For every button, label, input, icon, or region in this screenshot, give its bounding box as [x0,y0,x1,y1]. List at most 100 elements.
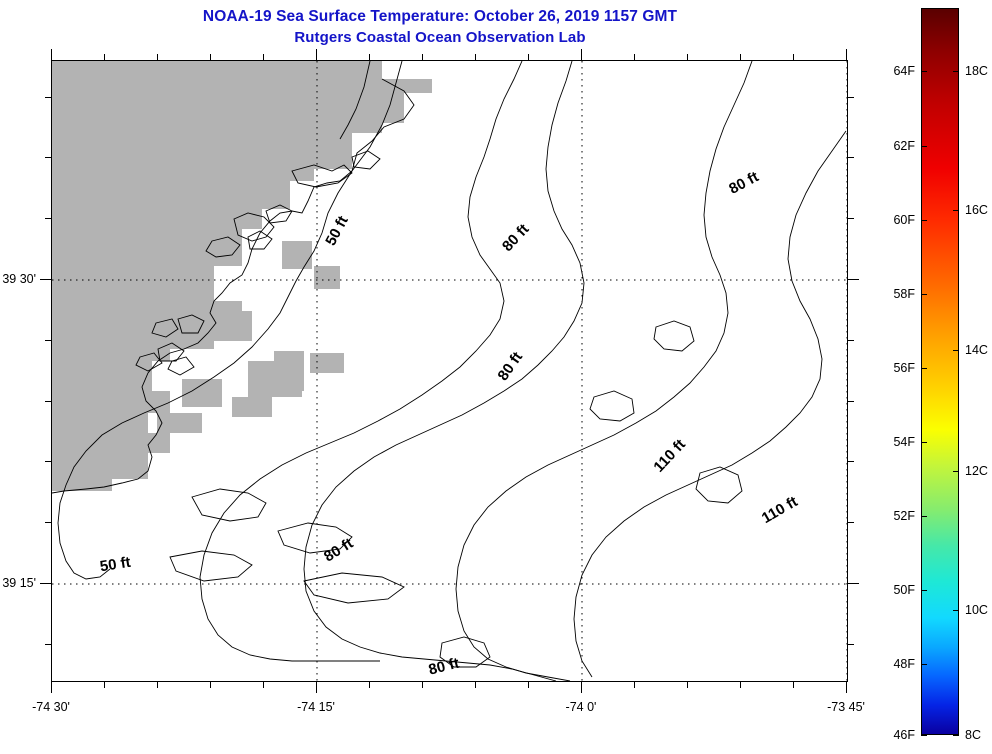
x-minor-tick-top [528,54,530,60]
x-minor-tick [528,682,530,688]
colorbar-label-fahrenheit: 64F [893,64,915,78]
x-minor-tick [740,682,742,688]
y-minor-tick-right [848,644,854,646]
x-minor-tick [422,682,424,688]
sst-map-plot[interactable]: 50 ft 80 ft 80 ft 80 ft 110 ft 110 ft 50 ft 80 … [51,60,848,682]
colorbar-tick-right [953,735,959,737]
x-minor-tick-top [369,54,371,60]
y-minor-tick [45,644,51,646]
y-minor-tick [45,340,51,342]
temperature-colorbar[interactable] [921,8,959,735]
x-axis-tick-label: -74 15' [297,700,335,714]
colorbar-tick-left [921,220,927,222]
colorbar-tick-left [921,516,927,518]
colorbar-label-fahrenheit: 46F [893,728,915,742]
graticule-layer [52,61,847,681]
colorbar-label-fahrenheit: 48F [893,657,915,671]
y-major-tick-right [848,583,859,585]
colorbar-label-fahrenheit: 54F [893,435,915,449]
x-minor-tick [369,682,371,688]
colorbar-label-celsius: 8C [965,728,981,742]
colorbar-tick-left [921,735,927,737]
colorbar-tick-left [921,442,927,444]
x-minor-tick-top [157,54,159,60]
colorbar-label-celsius: 12C [965,464,988,478]
depth-contour-label: 80 ft [499,221,532,255]
page-title: NOAA-19 Sea Surface Temperature: October… [0,6,880,48]
x-minor-tick-top [793,54,795,60]
colorbar-tick-left [921,590,927,592]
y-minor-tick-right [848,461,854,463]
y-minor-tick [45,522,51,524]
x-minor-tick [793,682,795,688]
x-major-tick-top [51,49,53,60]
colorbar-label-celsius: 16C [965,203,988,217]
x-major-tick-top [316,49,318,60]
y-minor-tick [45,218,51,220]
depth-contour-label: 80 ft [726,168,761,197]
x-minor-tick [104,682,106,688]
colorbar-label-celsius: 18C [965,64,988,78]
land-mask-layer [52,61,432,491]
depth-contour-layer [57,61,847,681]
colorbar-label-fahrenheit: 60F [893,213,915,227]
y-axis-tick-label: 39 15' [2,576,36,590]
x-minor-tick-top [687,54,689,60]
colorbar-label-fahrenheit: 52F [893,509,915,523]
depth-contour-label: 80 ft [321,535,356,566]
colorbar-label-fahrenheit: 56F [893,361,915,375]
y-major-tick [40,583,51,585]
x-minor-tick [634,682,636,688]
y-minor-tick [45,157,51,159]
y-minor-tick-right [848,218,854,220]
y-minor-tick-right [848,340,854,342]
colorbar-tick-right [953,610,959,612]
y-major-tick [40,279,51,281]
title-line-1: NOAA-19 Sea Surface Temperature: October… [202,8,678,25]
x-minor-tick-top [263,54,265,60]
x-minor-tick [210,682,212,688]
colorbar-tick-left [921,146,927,148]
colorbar-label-celsius: 14C [965,343,988,357]
colorbar-label-fahrenheit: 50F [893,583,915,597]
y-minor-tick [45,401,51,403]
y-axis-tick-label: 39 30' [2,272,36,286]
colorbar-tick-right [953,71,959,73]
depth-contour-label: 50 ft [99,554,132,576]
y-minor-tick [45,461,51,463]
colorbar-tick-right [953,471,959,473]
x-minor-tick-top [475,54,477,60]
y-minor-tick-right [848,401,854,403]
colorbar-tick-left [921,71,927,73]
colorbar-label-fahrenheit: 58F [893,287,915,301]
x-minor-tick-top [104,54,106,60]
x-minor-tick [263,682,265,688]
x-minor-tick-top [740,54,742,60]
depth-contour-label: 110 ft [650,436,689,476]
x-minor-tick-top [634,54,636,60]
colorbar-tick-left [921,294,927,296]
depth-contour-label: 80 ft [495,349,527,384]
coastline-layer [52,78,415,494]
x-minor-tick-top [210,54,212,60]
x-minor-tick [475,682,477,688]
title-line-2: Rutgers Coastal Ocean Observation Lab [294,29,586,46]
x-axis-tick-label: -74 0' [565,700,597,714]
x-minor-tick [157,682,159,688]
colorbar-label-fahrenheit: 62F [893,139,915,153]
colorbar-tick-left [921,664,927,666]
x-major-tick [316,682,318,693]
y-minor-tick-right [848,157,854,159]
colorbar-tick-right [953,350,959,352]
colorbar-label-celsius: 10C [965,603,988,617]
x-minor-tick-top [422,54,424,60]
depth-contour-label: 80 ft [427,655,461,679]
colorbar-tick-right [953,210,959,212]
y-minor-tick [45,97,51,99]
x-major-tick-top [581,49,583,60]
x-major-tick [846,682,848,693]
x-major-tick [581,682,583,693]
x-minor-tick [687,682,689,688]
x-axis-tick-label: -74 30' [32,700,70,714]
